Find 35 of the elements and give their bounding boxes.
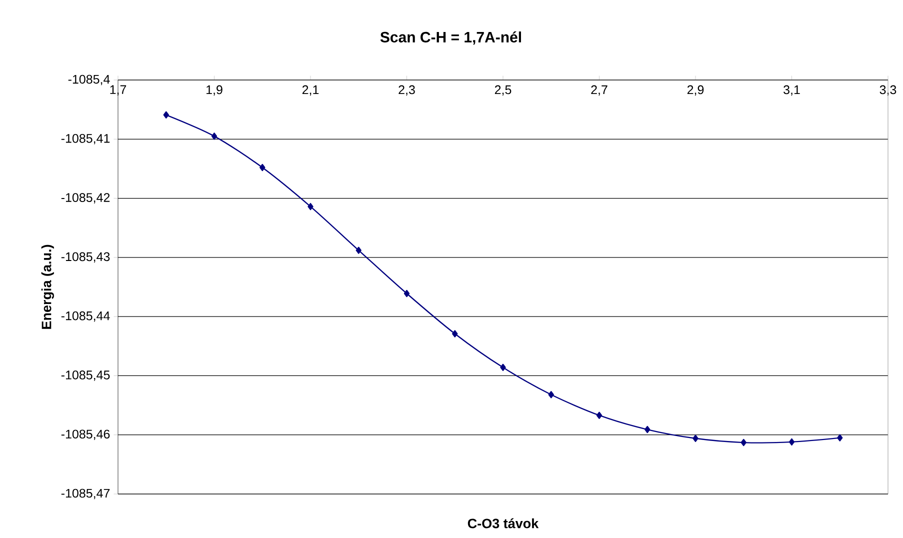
point [596, 412, 602, 419]
chart-title: Scan C-H = 1,7A-nél [380, 31, 521, 45]
y-tick-label: -1085,41 [61, 134, 110, 144]
point [308, 202, 314, 210]
x-tick-label: 2,3 [398, 85, 415, 96]
point [356, 246, 362, 254]
y-tick-label: -1085,44 [61, 311, 110, 322]
y-tick-label: -1085,46 [61, 430, 110, 440]
y-tick-label: -1085,4 [68, 74, 110, 86]
y-axis-title: Energia (a.u.) [41, 244, 54, 329]
point [837, 434, 843, 442]
y-tick-label: -1085,45 [61, 370, 110, 381]
y-tick-label: -1085,43 [61, 252, 110, 263]
x-axis-title: C-O3 távok [468, 518, 539, 528]
point [548, 391, 554, 398]
point [692, 434, 698, 442]
x-tick-label: 2,5 [494, 85, 512, 96]
y-tick-label: -1085,42 [61, 193, 110, 204]
x-tick-label: 1,7 [110, 85, 126, 96]
x-tick-label: 1,9 [206, 85, 222, 96]
point [452, 330, 458, 338]
x-tick-label: 2,7 [591, 85, 608, 96]
x-tick-label: 2,1 [302, 85, 319, 96]
point [740, 438, 746, 446]
point [163, 111, 169, 118]
x-tick-label: 3,3 [880, 85, 896, 96]
y-tick-label: -1085,47 [61, 488, 110, 500]
x-tick-label: 3,1 [784, 85, 800, 96]
point [404, 290, 410, 298]
x-tick-label: 2,9 [687, 85, 704, 96]
point [500, 364, 506, 372]
point [260, 164, 266, 172]
point [788, 438, 795, 446]
point [211, 132, 218, 140]
point [644, 426, 650, 434]
